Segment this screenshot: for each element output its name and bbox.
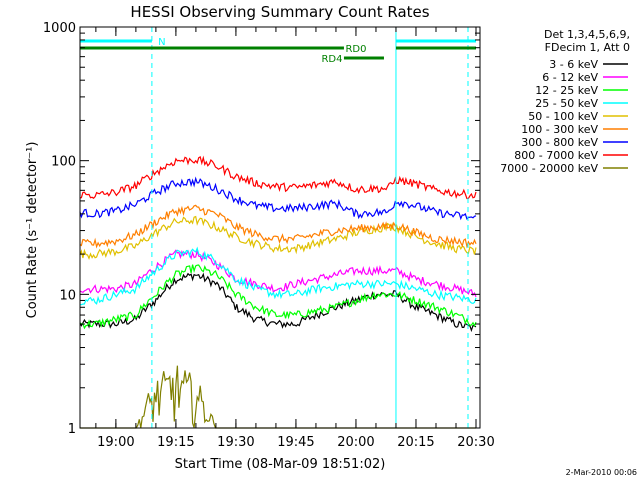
legend-header-2: FDecim 1, Att 0 <box>545 41 630 54</box>
series-layer <box>79 155 477 429</box>
legend-label: 800 - 7000 keV <box>514 149 598 162</box>
y-axis-label: Count Rate (s⁻¹ detector⁻¹) <box>25 142 40 319</box>
series-line-2 <box>79 248 477 298</box>
plot-frame <box>79 26 481 429</box>
x-tick-label: 19:45 <box>277 435 314 450</box>
y-tick-label: 1 <box>68 422 76 437</box>
x-tick-label: 19:30 <box>217 435 254 450</box>
y-tick-label: 100 <box>51 155 76 170</box>
legend-label: 3 - 6 keV <box>549 58 598 71</box>
series-line-5 <box>79 215 477 260</box>
series-line-9 <box>79 365 476 429</box>
series-line-1 <box>79 272 477 333</box>
legend-header-1: Det 1,3,4,5,6,9, <box>544 28 630 41</box>
x-tick-label: 20:30 <box>457 435 494 450</box>
legend-label: 7000 - 20000 keV <box>500 162 598 175</box>
x-axis-label: Start Time (08-Mar-09 18:51:02) <box>175 457 386 472</box>
legend-label: 6 - 12 keV <box>542 71 598 84</box>
series-line-7 <box>79 176 477 221</box>
x-tick-label: 20:15 <box>397 435 434 450</box>
series-line-6 <box>79 204 477 249</box>
legend-label: 50 - 100 keV <box>528 110 598 123</box>
y-tick-label: 1000 <box>43 21 76 36</box>
x-tick-label: 20:00 <box>337 435 374 450</box>
chart-title: HESSI Observing Summary Count Rates <box>130 3 429 21</box>
legend-label: 300 - 800 keV <box>521 136 598 149</box>
y-tick-label: 10 <box>59 288 76 303</box>
legend-label: 25 - 50 keV <box>535 97 598 110</box>
legend-label: 12 - 25 keV <box>535 84 598 97</box>
flag-label-rd0: RD0 <box>345 44 366 55</box>
legend: Det 1,3,4,5,6,9, FDecim 1, Att 0 3 - 6 k… <box>500 28 630 175</box>
legend-label: 100 - 300 keV <box>521 123 598 136</box>
flag-label-n: N <box>158 37 165 48</box>
flag-label-rd4: RD4 <box>321 54 342 65</box>
axes: 1 10 100 1000 19:00 19:15 19:30 19:45 20:00 20:15… <box>43 21 495 450</box>
series-line-4 <box>79 246 477 306</box>
series-line-8 <box>79 155 477 200</box>
x-tick-label: 19:00 <box>97 435 134 450</box>
series-line-3 <box>79 264 477 330</box>
footer-date: 2-Mar-2010 00:06 <box>566 468 637 477</box>
x-tick-label: 19:15 <box>157 435 194 450</box>
